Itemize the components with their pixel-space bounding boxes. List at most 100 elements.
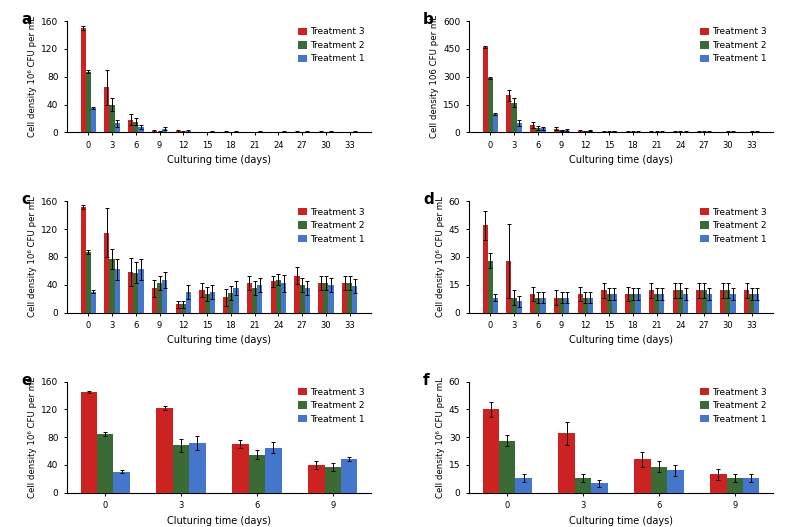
Bar (754, 294, 759, 313)
Bar (308, 465, 324, 493)
Bar (649, 290, 654, 313)
Bar (516, 478, 532, 493)
Bar (487, 77, 493, 132)
Bar (588, 298, 593, 313)
Text: d: d (423, 192, 434, 208)
Bar (276, 280, 281, 313)
Text: f: f (423, 373, 429, 387)
Bar (324, 467, 341, 493)
Bar (152, 131, 157, 132)
Bar (726, 478, 743, 493)
Bar (517, 301, 522, 313)
Bar (517, 123, 522, 132)
Bar (109, 104, 115, 132)
Bar (554, 298, 559, 313)
Bar (612, 131, 617, 132)
Legend: Treatment 3, Treatment 2, Treatment 1: Treatment 3, Treatment 2, Treatment 1 (296, 386, 367, 426)
Bar (554, 129, 559, 132)
X-axis label: Culturing time (days): Culturing time (days) (167, 335, 271, 345)
Bar (300, 285, 305, 313)
Bar (199, 290, 205, 313)
Bar (352, 286, 357, 313)
Bar (499, 441, 516, 493)
Bar (97, 434, 114, 493)
Bar (483, 409, 499, 493)
Bar (483, 47, 487, 132)
Bar (176, 131, 181, 132)
Bar (564, 130, 569, 132)
Bar (591, 483, 608, 493)
Bar (725, 290, 731, 313)
Bar (115, 123, 120, 132)
Text: c: c (21, 192, 30, 208)
Bar (582, 131, 588, 132)
Bar (210, 291, 215, 313)
Bar (156, 408, 173, 493)
Bar (138, 269, 144, 313)
Bar (530, 125, 535, 132)
Bar (247, 284, 252, 313)
Bar (133, 273, 138, 313)
Bar (347, 284, 352, 313)
Bar (654, 294, 659, 313)
Text: a: a (21, 12, 31, 27)
Bar (257, 285, 262, 313)
Bar (128, 272, 133, 313)
Legend: Treatment 3, Treatment 2, Treatment 1: Treatment 3, Treatment 2, Treatment 1 (698, 386, 769, 426)
Text: b: b (423, 12, 434, 27)
Legend: Treatment 3, Treatment 2, Treatment 1: Treatment 3, Treatment 2, Treatment 1 (698, 206, 769, 246)
Bar (157, 284, 162, 313)
Bar (659, 294, 664, 313)
Bar (86, 252, 91, 313)
Y-axis label: Cell density 10⁶ CFU per mL: Cell density 10⁶ CFU per mL (28, 16, 37, 137)
Bar (683, 294, 688, 313)
Bar (612, 294, 617, 313)
Bar (582, 298, 588, 313)
Bar (702, 290, 706, 313)
Bar (265, 447, 282, 493)
X-axis label: Culturing time (days): Culturing time (days) (167, 155, 271, 165)
Bar (578, 294, 582, 313)
Bar (512, 103, 517, 132)
Bar (487, 261, 493, 313)
Y-axis label: Cell density 10⁶ CFU per mL: Cell density 10⁶ CFU per mL (28, 377, 37, 497)
Bar (558, 433, 575, 493)
Bar (162, 129, 167, 132)
Bar (506, 95, 512, 132)
Bar (271, 281, 276, 313)
Bar (252, 288, 257, 313)
X-axis label: Culturing time (days): Culturing time (days) (569, 335, 673, 345)
Bar (601, 290, 607, 313)
Bar (104, 87, 109, 132)
Bar (249, 454, 265, 493)
Bar (81, 207, 86, 313)
Bar (186, 131, 191, 132)
Bar (530, 294, 535, 313)
Bar (625, 294, 630, 313)
Bar (189, 443, 206, 493)
Bar (677, 290, 683, 313)
Bar (559, 298, 564, 313)
Bar (104, 232, 109, 313)
Bar (138, 127, 144, 132)
Bar (223, 297, 228, 313)
Bar (575, 478, 591, 493)
Legend: Treatment 3, Treatment 2, Treatment 1: Treatment 3, Treatment 2, Treatment 1 (296, 206, 367, 246)
Bar (535, 298, 540, 313)
Bar (483, 226, 487, 313)
Bar (535, 128, 540, 132)
Bar (81, 28, 86, 132)
Bar (186, 291, 191, 313)
Bar (634, 460, 651, 493)
Bar (86, 72, 91, 132)
Bar (318, 284, 323, 313)
Bar (651, 467, 667, 493)
X-axis label: Culturing time (days): Culturing time (days) (569, 515, 673, 525)
Bar (564, 298, 569, 313)
Bar (133, 122, 138, 132)
Y-axis label: Cell density 10⁶ CFU per mL: Cell density 10⁶ CFU per mL (436, 197, 444, 317)
Bar (749, 294, 754, 313)
Bar (341, 460, 357, 493)
Bar (506, 261, 512, 313)
Bar (673, 290, 677, 313)
